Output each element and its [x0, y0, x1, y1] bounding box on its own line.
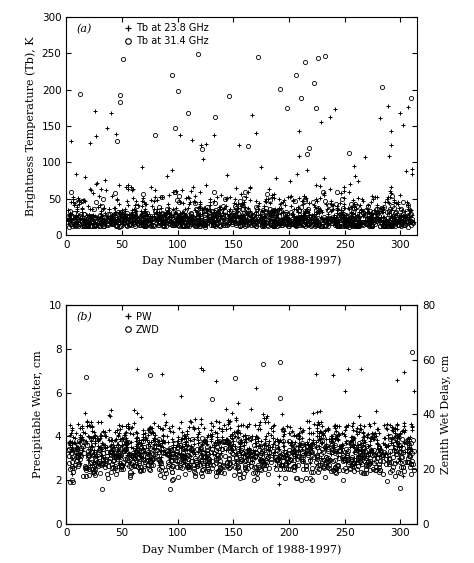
- X-axis label: Day Number (March of 1988-1997): Day Number (March of 1988-1997): [142, 256, 341, 266]
- Text: (b): (b): [77, 312, 93, 322]
- Legend: PW, ZWD: PW, ZWD: [120, 308, 164, 338]
- X-axis label: Day Number (March of 1988-1997): Day Number (March of 1988-1997): [142, 544, 341, 555]
- Text: (a): (a): [77, 24, 92, 34]
- Y-axis label: Precipitable Water, cm: Precipitable Water, cm: [33, 351, 43, 478]
- Y-axis label: Zenith Wet Delay, cm: Zenith Wet Delay, cm: [441, 355, 451, 474]
- Legend: Tb at 23.8 GHz, Tb at 31.4 GHz: Tb at 23.8 GHz, Tb at 31.4 GHz: [120, 20, 212, 50]
- Y-axis label: Brightness Temperature (Tb), K: Brightness Temperature (Tb), K: [26, 36, 36, 216]
